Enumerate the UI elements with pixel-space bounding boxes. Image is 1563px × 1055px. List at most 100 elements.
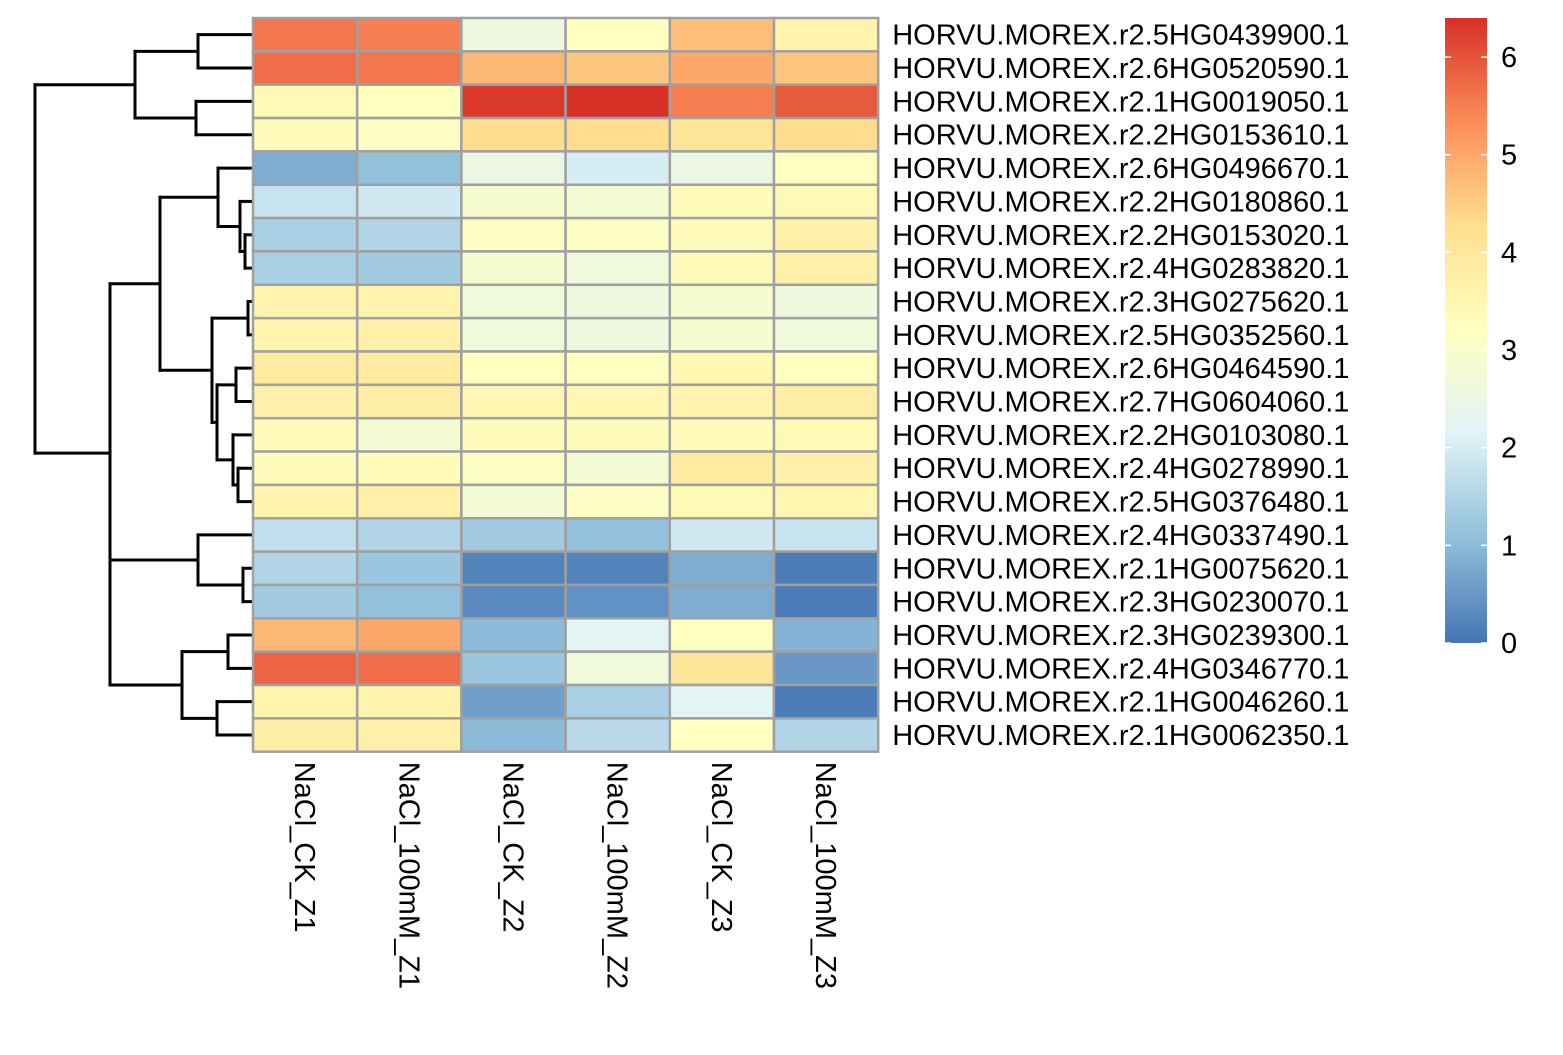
heatmap-cell	[564, 617, 672, 653]
heatmap-cell	[355, 83, 463, 120]
column-label: NaCl_100mM_Z1	[392, 762, 424, 989]
heatmap-cell	[772, 316, 880, 353]
heatmap-cell	[251, 683, 359, 720]
column-label: NaCl_100mM_Z2	[601, 762, 633, 989]
heatmap-cell	[251, 350, 359, 387]
heatmap-cell	[355, 350, 463, 387]
heatmap-cell	[668, 50, 776, 86]
heatmap-cell	[564, 116, 672, 153]
heatmap-cell	[668, 683, 776, 720]
heatmap-cell	[564, 316, 672, 353]
heatmap-cell	[772, 416, 880, 453]
heatmap-cell	[251, 150, 359, 186]
heatmap-cell	[355, 717, 463, 753]
heatmap-cell	[355, 383, 463, 420]
heatmap-cell	[668, 116, 776, 153]
heatmap-cell	[460, 583, 567, 620]
heatmap-cell	[772, 450, 880, 487]
heatmap-cell	[668, 283, 776, 320]
heatmap-cell	[251, 416, 359, 453]
heatmap-cell	[772, 617, 880, 653]
row-label: HORVU.MOREX.r2.5HG0352560.1	[892, 320, 1349, 352]
heatmap-cell	[251, 216, 359, 253]
heatmap-cell	[355, 16, 463, 53]
heatmap-cell	[355, 50, 463, 86]
heatmap-cell	[668, 150, 776, 186]
heatmap-cell	[251, 183, 359, 220]
heatmap-cell	[460, 83, 567, 120]
heatmap-cell	[460, 550, 567, 587]
row-label: HORVU.MOREX.r2.4HG0283820.1	[892, 253, 1349, 285]
heatmap-cell	[251, 450, 359, 487]
heatmap-cell	[564, 16, 672, 53]
heatmap-cell	[355, 150, 463, 186]
heatmap-cell	[355, 517, 463, 553]
row-label: HORVU.MOREX.r2.4HG0337490.1	[892, 520, 1349, 552]
heatmap-cell	[564, 183, 672, 220]
column-labels: NaCl_CK_Z1 NaCl_100mM_Z1 NaCl_CK_Z2 NaCl_10…	[288, 762, 841, 989]
legend-tick-label: 6	[1501, 42, 1517, 74]
heatmap-cell	[668, 83, 776, 120]
heatmap-cell	[772, 116, 880, 153]
row-labels: HORVU.MOREX.r2.5HG0439900.1HORVU.MOREX.r…	[892, 20, 1349, 752]
heatmap-cell	[564, 450, 672, 487]
heatmap-cell	[355, 116, 463, 153]
row-label: HORVU.MOREX.r2.3HG0239300.1	[892, 620, 1349, 652]
heatmap-cell	[564, 717, 672, 753]
heatmap-cell	[668, 617, 776, 653]
heatmap-cell	[355, 483, 463, 520]
heatmap-cell	[460, 50, 567, 86]
heatmap-cell	[251, 717, 359, 753]
heatmap-cell	[772, 517, 880, 553]
heatmap-cell	[251, 250, 359, 287]
heatmap-cell	[772, 150, 880, 186]
heatmap-cell	[668, 717, 776, 753]
heatmap-cell	[355, 583, 463, 620]
heatmap-cell	[355, 316, 463, 353]
heatmap-cell	[772, 283, 880, 320]
row-label: HORVU.MOREX.r2.4HG0346770.1	[892, 653, 1349, 685]
heatmap-cell	[355, 283, 463, 320]
heatmap-cell	[460, 116, 567, 153]
heatmap-cell	[772, 250, 880, 287]
legend-tick-label: 5	[1501, 140, 1517, 172]
heatmap-cell	[355, 683, 463, 720]
heatmap-cell	[564, 50, 672, 86]
heatmap-cell	[668, 550, 776, 587]
row-dendrogram	[33, 33, 255, 737]
legend-tick-label: 1	[1501, 530, 1517, 562]
legend-color-bar	[1445, 18, 1487, 643]
row-label: HORVU.MOREX.r2.2HG0153020.1	[892, 220, 1349, 252]
heatmap-cell	[355, 183, 463, 220]
heatmap-cell	[564, 250, 672, 287]
heatmap-cell	[460, 383, 567, 420]
heatmap-cell	[772, 350, 880, 387]
row-label: HORVU.MOREX.r2.1HG0019050.1	[892, 86, 1349, 118]
heatmap-cell	[460, 617, 567, 653]
heatmap-cell	[772, 683, 880, 720]
heatmap-cell	[460, 650, 567, 687]
heatmap-cell	[460, 416, 567, 453]
row-label: HORVU.MOREX.r2.6HG0496670.1	[892, 153, 1349, 185]
row-label: HORVU.MOREX.r2.1HG0062350.1	[892, 720, 1349, 752]
legend-tick-label: 2	[1501, 433, 1517, 465]
heatmap-cell	[460, 183, 567, 220]
heatmap-cells	[251, 16, 880, 753]
heatmap-cell	[564, 350, 672, 387]
heatmap-cell	[772, 83, 880, 120]
heatmap-cell	[355, 216, 463, 253]
heatmap-cell	[564, 583, 672, 620]
heatmap-cell	[251, 283, 359, 320]
heatmap-cell	[251, 50, 359, 86]
heatmap-cell	[564, 416, 672, 453]
heatmap-cell	[564, 83, 672, 120]
heatmap-cell	[564, 283, 672, 320]
heatmap-cell	[460, 283, 567, 320]
row-label: HORVU.MOREX.r2.2HG0153610.1	[892, 120, 1349, 152]
column-label: NaCl_CK_Z1	[288, 762, 320, 933]
heatmap-cell	[668, 450, 776, 487]
heatmap-cell	[460, 483, 567, 520]
heatmap-cell	[668, 16, 776, 53]
heatmap-cell	[564, 150, 672, 186]
